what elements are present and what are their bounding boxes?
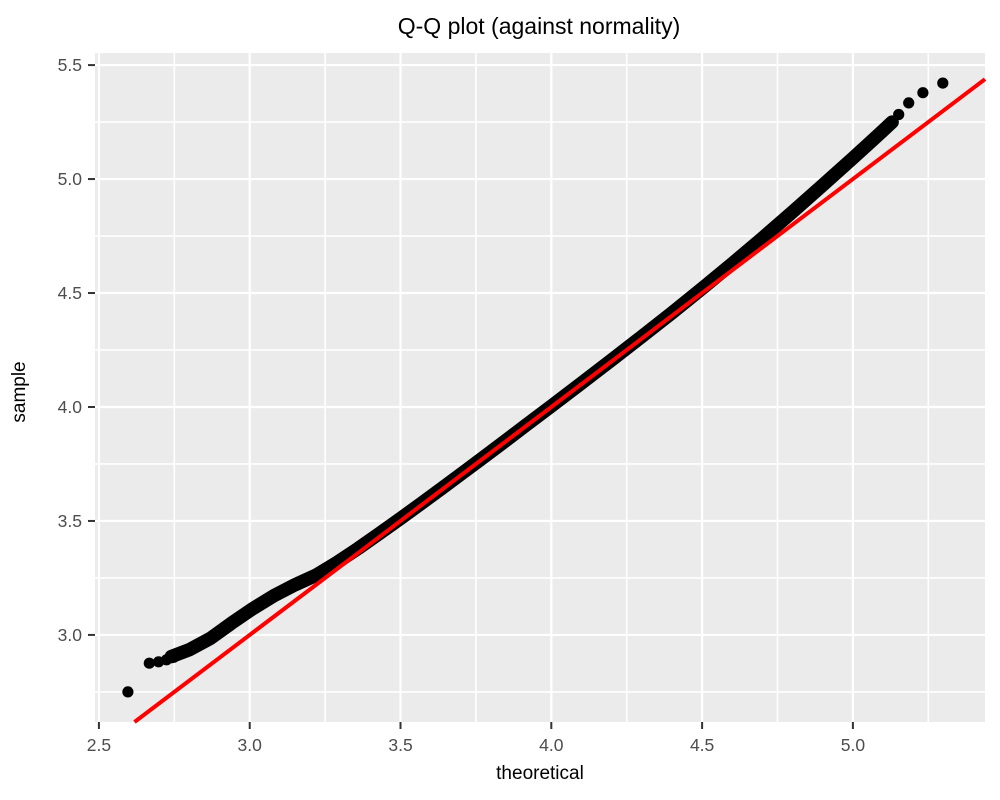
x-tick-label: 3.5 <box>388 735 412 755</box>
chart-layers: 2.5 3.0 3.5 4.0 4.5 5.0 3.0 3.5 4.0 4.5 5.0 5.5 <box>58 53 987 755</box>
y-axis-title: sample <box>9 361 30 422</box>
qq-point <box>903 97 915 109</box>
plot-title: Q-Q plot (against normality) <box>398 13 680 39</box>
y-tick-label: 3.5 <box>58 511 82 531</box>
x-tick-label: 2.5 <box>87 735 111 755</box>
x-tick-label: 4.5 <box>690 735 714 755</box>
x-tick-label: 5.0 <box>841 735 866 755</box>
qq-point <box>937 77 949 89</box>
qq-point <box>122 686 134 698</box>
y-tick-label: 3.0 <box>58 625 83 645</box>
x-axis-title: theoretical <box>496 763 584 784</box>
x-tick-label: 3.0 <box>238 735 263 755</box>
y-tick-label: 5.5 <box>58 55 82 75</box>
qq-point <box>143 657 155 669</box>
qq-point <box>917 87 929 99</box>
y-tick-label: 4.5 <box>58 283 82 303</box>
y-tick-label: 5.0 <box>58 169 83 189</box>
qq-point <box>893 108 905 121</box>
qq-point <box>168 651 180 663</box>
x-tick-label: 4.0 <box>539 735 564 755</box>
y-tick-label: 4.0 <box>58 397 83 417</box>
reference-line <box>133 77 987 724</box>
